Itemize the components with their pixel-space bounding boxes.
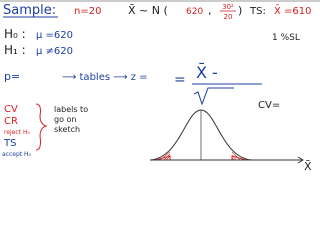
left-tail-hatch — [159, 151, 171, 161]
numerator: X̄ - — [196, 63, 218, 82]
h1: μ ≠620 — [36, 46, 73, 57]
equals: = — [174, 72, 186, 88]
brace — [35, 103, 48, 151]
distribution: X̄ ~ N ( — [128, 4, 168, 17]
h1-label: H₁ : — [4, 43, 26, 57]
accept-label: accept H₀ — [2, 151, 32, 158]
variance-denominator: 20 — [224, 13, 233, 21]
background — [0, 0, 320, 180]
tables: ⟶ tables ⟶ z = — [62, 72, 148, 83]
axis-label: X̄ — [304, 160, 312, 173]
cr-label: CR — [4, 116, 18, 127]
sample-size: n=20 — [74, 6, 101, 17]
variance-numerator: 30² — [222, 3, 234, 11]
whiteboard: Sample: n=20 X̄ ~ N ( 620 , 30² 20 ) TS:… — [0, 0, 320, 180]
mean: 620 — [186, 7, 203, 17]
close-paren: ) — [238, 4, 242, 17]
p-value: p= — [4, 70, 20, 83]
note-line: sketch — [54, 125, 80, 134]
ts-value: X̄ =610 — [274, 4, 312, 17]
sqrt-sign — [193, 87, 234, 106]
cv-equals: CV= — [258, 100, 280, 111]
significance-level: 1 %SL — [272, 33, 300, 43]
comma: , — [208, 4, 212, 17]
axis-arrow — [297, 156, 304, 164]
h0: μ =620 — [36, 30, 73, 41]
ts-label: TS: — [249, 6, 266, 17]
cv-label: CV — [4, 104, 18, 115]
reject-label: reject H₀ — [4, 129, 30, 136]
note-line: labels to — [54, 105, 88, 114]
title: Sample: — [3, 3, 56, 18]
ts-sketch-label: TS — [3, 138, 16, 149]
h0-label: H₀ : — [4, 27, 26, 41]
note-line: go on — [54, 115, 76, 124]
